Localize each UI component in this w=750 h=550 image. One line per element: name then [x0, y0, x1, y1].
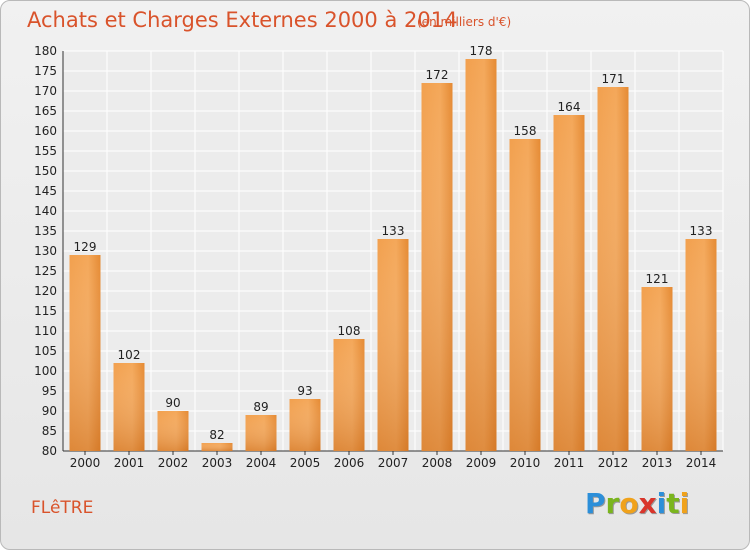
x-tick-label: 2014	[686, 456, 717, 470]
y-tick-label: 170	[34, 84, 57, 98]
bar-shade	[157, 411, 189, 451]
y-tick-label: 115	[34, 304, 57, 318]
logo-letter: x	[638, 487, 657, 520]
bar-value-label: 89	[253, 400, 268, 414]
x-tick-label: 2001	[114, 456, 145, 470]
bar-shade	[465, 59, 497, 451]
chart-subtitle: (en milliers d'€)	[417, 15, 512, 29]
bar-shade	[113, 363, 145, 451]
bar-shade	[597, 87, 629, 451]
y-tick-label: 155	[34, 144, 57, 158]
y-tick-label: 110	[34, 324, 57, 338]
x-tick-label: 2012	[598, 456, 629, 470]
commune-name: FLêTRE	[31, 498, 94, 518]
bar-value-label: 178	[470, 44, 493, 58]
logo-letter: o	[619, 487, 639, 520]
bar-value-label: 108	[338, 324, 361, 338]
x-tick-label: 2010	[510, 456, 541, 470]
logo-letter: P	[585, 487, 606, 520]
axis-layer: 80 85 90 95 100 105 110 115 120 125 130 135 140 145 15…	[34, 44, 723, 470]
bar-value-label: 93	[297, 384, 312, 398]
y-tick-label: 90	[42, 404, 57, 418]
chart-title: Achats et Charges Externes 2000 à 2014	[27, 8, 458, 32]
bar-value-label: 158	[514, 124, 537, 138]
y-tick-label: 160	[34, 124, 57, 138]
bar-value-label: 133	[382, 224, 405, 238]
bar-shade	[201, 443, 233, 451]
label-layer: 129 102 90 82 89 93 108 133 172 178 158 164 171 121 13…	[74, 44, 713, 442]
bar-shade	[245, 415, 277, 451]
logo-letter: i	[679, 487, 690, 520]
y-tick-label: 80	[42, 444, 57, 458]
x-tick-label: 2005	[290, 456, 321, 470]
y-tick-label: 135	[34, 224, 57, 238]
x-tick-label: 2003	[202, 456, 233, 470]
y-tick-label: 105	[34, 344, 57, 358]
bar-shade	[509, 139, 541, 451]
x-tick-label: 2002	[158, 456, 189, 470]
x-tick-label: 2009	[466, 456, 497, 470]
bar-value-label: 129	[74, 240, 97, 254]
bar-shade	[333, 339, 365, 451]
x-tick-label: 2004	[246, 456, 277, 470]
y-tick-label: 165	[34, 104, 57, 118]
x-tick-label: 2013	[642, 456, 673, 470]
y-tick-label: 120	[34, 284, 57, 298]
bar-value-label: 90	[165, 396, 180, 410]
y-tick-label: 95	[42, 384, 57, 398]
bar-value-label: 82	[209, 428, 224, 442]
bar-shade	[289, 399, 321, 451]
bar-shade	[641, 287, 673, 451]
bar-value-label: 171	[602, 72, 625, 86]
y-tick-label: 145	[34, 184, 57, 198]
x-tick-label: 2011	[554, 456, 585, 470]
y-tick-label: 85	[42, 424, 57, 438]
y-tick-label: 180	[34, 44, 57, 58]
x-tick-label: 2008	[422, 456, 453, 470]
y-tick-label: 140	[34, 204, 57, 218]
bar-value-label: 133	[690, 224, 713, 238]
bar-shade	[553, 115, 585, 451]
y-tick-label: 125	[34, 264, 57, 278]
bar-layer	[69, 59, 717, 451]
x-tick-label: 2007	[378, 456, 409, 470]
bar-shade	[685, 239, 717, 451]
logo-letter: i	[656, 487, 667, 520]
bar-value-label: 102	[118, 348, 141, 362]
bar-shade	[69, 255, 101, 451]
y-tick-label: 100	[34, 364, 57, 378]
bar-value-label: 172	[426, 68, 449, 82]
x-tick-label: 2006	[334, 456, 365, 470]
proxiti-logo: Proxiti	[585, 487, 689, 520]
bar-value-label: 164	[558, 100, 581, 114]
bar-value-label: 121	[646, 272, 669, 286]
y-tick-label: 130	[34, 244, 57, 258]
y-tick-label: 150	[34, 164, 57, 178]
bar-shade	[377, 239, 409, 451]
bar-shade	[421, 83, 453, 451]
x-tick-label: 2000	[70, 456, 101, 470]
logo-letter: t	[666, 487, 680, 520]
logo-letter: r	[605, 487, 620, 520]
y-tick-label: 175	[34, 64, 57, 78]
